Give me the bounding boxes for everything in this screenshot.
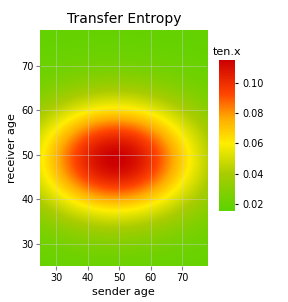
X-axis label: sender age: sender age [92, 287, 155, 297]
Y-axis label: receiver age: receiver age [7, 113, 17, 183]
Title: ten.x: ten.x [213, 47, 241, 57]
Title: Transfer Entropy: Transfer Entropy [67, 12, 181, 26]
